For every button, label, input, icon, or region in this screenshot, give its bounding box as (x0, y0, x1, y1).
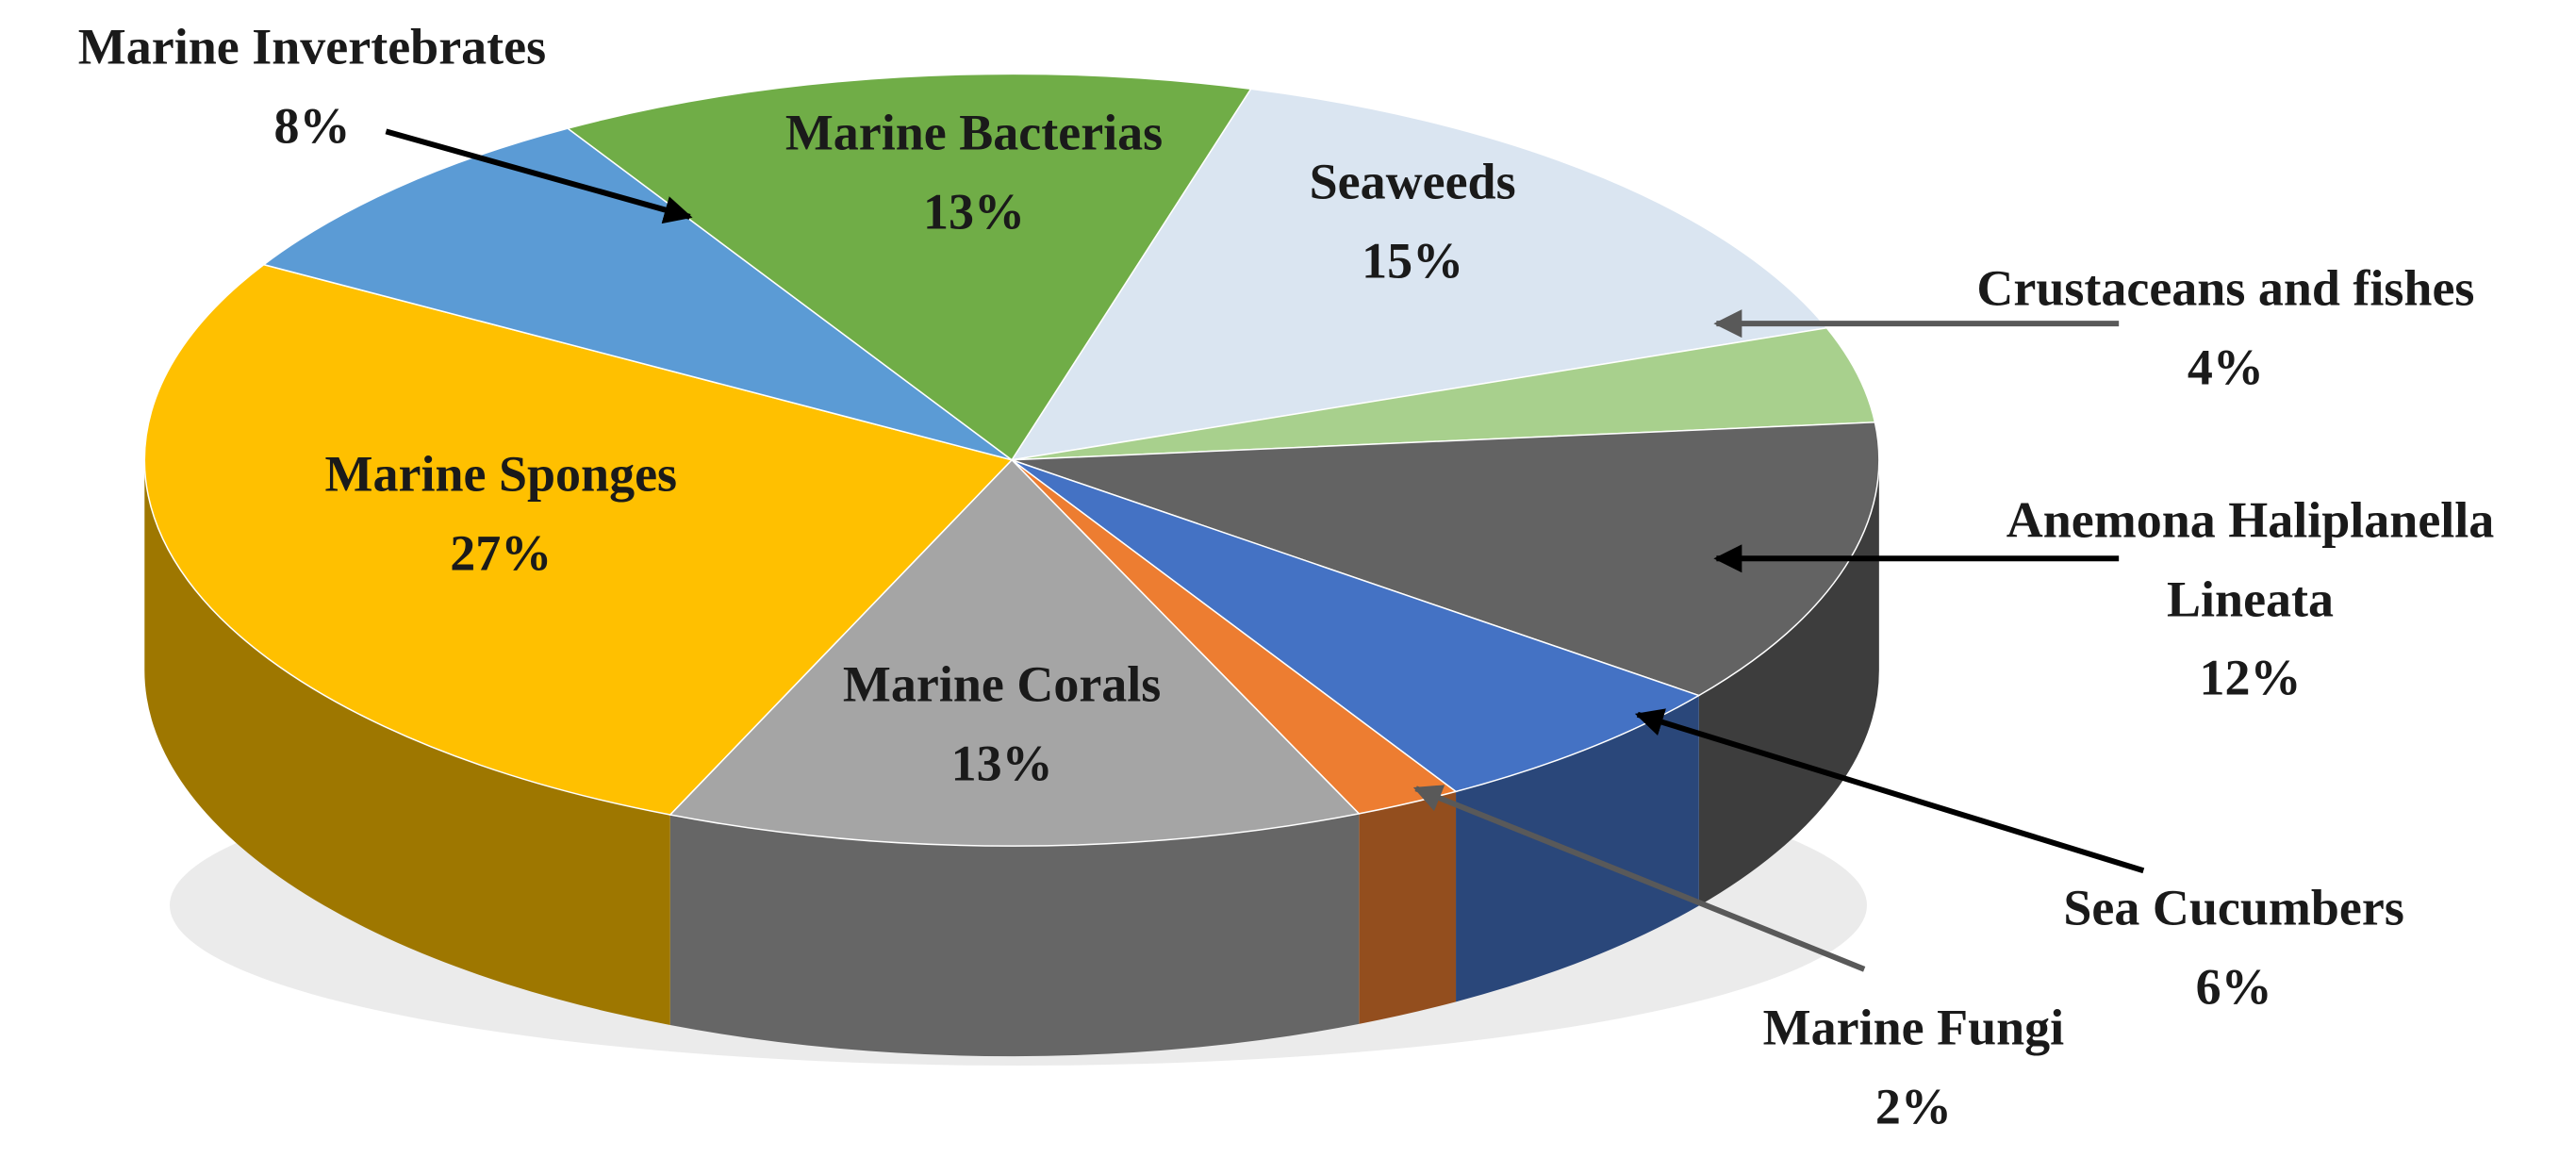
slice-label: Marine Sponges 27% (325, 436, 678, 593)
slice-label: Marine Bacterias 13% (785, 93, 1163, 251)
value-label: 4% (2187, 339, 2264, 396)
leader-arrow (385, 128, 693, 224)
slice (1011, 326, 1876, 461)
slice-side (1698, 459, 1879, 906)
value-label: 27% (450, 524, 553, 582)
slice-side (1456, 695, 1699, 1002)
slice-label: Marine Invertebrates 8% (78, 8, 546, 166)
category-label: Marine Bacterias (784, 104, 1164, 161)
category-label: Marine Sponges (324, 445, 678, 503)
slice (1011, 459, 1701, 793)
value-label: 15% (1362, 232, 1464, 290)
slice (669, 458, 1361, 847)
slice-label: Crustaceans and fishes 4% (1976, 250, 2474, 407)
slice-side (144, 459, 670, 1026)
category-label: Marine Corals (842, 655, 1162, 713)
slice-label: Marine Corals 13% (843, 646, 1161, 803)
value-label: 13% (922, 182, 1025, 240)
slice (566, 73, 1252, 461)
slice (1011, 422, 1880, 697)
value-label: 8% (273, 97, 351, 155)
slice (1010, 88, 1828, 461)
slice-label: Seaweeds 15% (1310, 142, 1516, 300)
category-label: Anemona Haliplanella Lineata (2006, 491, 2495, 627)
category-label: Seaweeds (1309, 153, 1516, 210)
leader-arrow (1634, 708, 2145, 874)
slice-label: Anemona Haliplanella Lineata 12% (1930, 481, 2571, 718)
slice (143, 263, 1014, 816)
slice-label: Marine Fungi 2% (1763, 989, 2065, 1147)
value-label: 13% (950, 735, 1053, 792)
category-label: Sea Cucumbers (2063, 879, 2404, 936)
leader-arrow (1412, 785, 1866, 972)
slice (262, 127, 1013, 461)
slice-side (669, 813, 1360, 1057)
slice-side (1359, 791, 1457, 1024)
category-label: Crustaceans and fishes (1976, 259, 2475, 317)
sides (144, 459, 1879, 1057)
value-label: 6% (2195, 958, 2272, 1016)
category-label: Marine Invertebrates (77, 18, 547, 75)
slice-label: Sea Cucumbers 6% (2063, 868, 2404, 1026)
value-label: 12% (2199, 649, 2302, 706)
value-label: 2% (1874, 1078, 1952, 1135)
category-label: Marine Fungi (1762, 999, 2065, 1056)
